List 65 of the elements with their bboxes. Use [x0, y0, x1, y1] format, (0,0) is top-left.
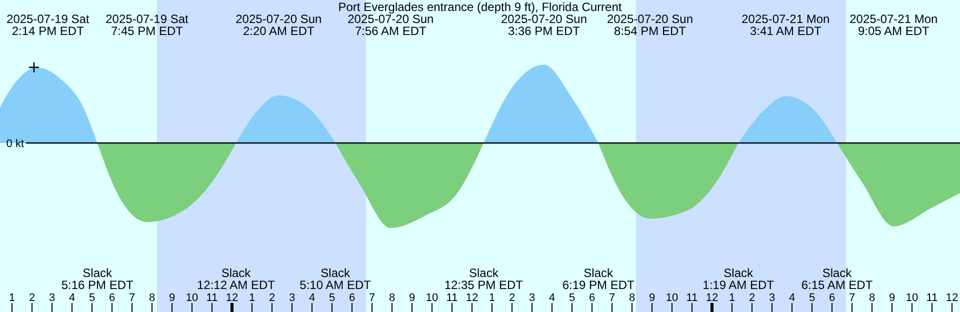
x-tick-label: 9	[888, 292, 896, 304]
x-tick-label: 6	[828, 292, 836, 304]
x-tick-label: 6	[348, 292, 356, 304]
text: Slack 6:19 PM EDT	[562, 266, 636, 292]
x-tick-label: 3	[768, 292, 776, 304]
x-tick-label: 5	[568, 292, 576, 304]
text: 2025-07-20 Sun 8:54 PM EDT	[606, 12, 694, 38]
x-tick-label: 4	[548, 292, 556, 304]
x-tick-label: 10	[426, 292, 438, 304]
x-tick-label: 8	[148, 292, 156, 304]
x-tick-label: 5	[88, 292, 96, 304]
x-tick-label: 3	[528, 292, 536, 304]
x-tick-label: 1	[728, 292, 736, 304]
x-tick-label: 11	[686, 292, 698, 304]
x-tick-label: 4	[308, 292, 316, 304]
x-tick-label: 6	[108, 292, 116, 304]
x-tick-label: 1	[248, 292, 256, 304]
x-tick-label: 4	[788, 292, 796, 304]
ref-line-label: 0 kt	[6, 138, 24, 150]
x-tick-label: 5	[808, 292, 816, 304]
text: 2025-07-21 Mon 9:05 AM EDT	[850, 12, 938, 38]
x-tick-label: 4	[68, 292, 76, 304]
x-tick-label: 8	[868, 292, 876, 304]
x-tick-label: 12	[706, 292, 718, 304]
x-tick-label: 10	[666, 292, 678, 304]
text: Slack 12:12 AM EDT	[196, 266, 276, 292]
x-tick-label: 2	[268, 292, 276, 304]
x-tick-label: 3	[48, 292, 56, 304]
x-tick-label: 10	[906, 292, 918, 304]
x-tick-label: 3	[288, 292, 296, 304]
x-tick-label: 7	[128, 292, 136, 304]
x-tick-label: 11	[206, 292, 218, 304]
x-tick-label: 12	[946, 292, 958, 304]
x-tick-label: 7	[368, 292, 376, 304]
x-tick-label: 1	[8, 292, 16, 304]
text: 2025-07-20 Sun 3:36 PM EDT	[500, 12, 588, 38]
x-tick-label: 9	[408, 292, 416, 304]
text: 2025-07-19 Sat 2:14 PM EDT	[6, 12, 90, 38]
x-tick-label: 8	[628, 292, 636, 304]
x-tick-label: 12	[466, 292, 478, 304]
x-tick-label: 11	[446, 292, 458, 304]
text: 2025-07-19 Sat 7:45 PM EDT	[106, 12, 190, 38]
x-tick-label: 2	[748, 292, 756, 304]
x-tick-label: 7	[848, 292, 856, 304]
x-tick-label: 9	[648, 292, 656, 304]
x-tick-label: 5	[328, 292, 336, 304]
text: Slack 6:15 AM EDT	[801, 266, 874, 292]
text: Slack 1:19 AM EDT	[702, 266, 775, 292]
x-tick-label: 1	[488, 292, 496, 304]
x-tick-label: 12	[226, 292, 238, 304]
text: Slack 12:35 PM EDT	[444, 266, 524, 292]
x-tick-label: 11	[926, 292, 938, 304]
x-tick-label: 10	[186, 292, 198, 304]
text: Slack 5:16 PM EDT	[61, 266, 134, 292]
chart-title: Port Everglades entrance (depth 9 ft), Florida Current	[338, 0, 622, 14]
x-tick-label: 2	[508, 292, 516, 304]
x-tick-label: 2	[28, 292, 36, 304]
x-tick-label: 6	[588, 292, 596, 304]
x-tick-label: 8	[388, 292, 396, 304]
text: Slack 5:10 AM EDT	[300, 266, 372, 292]
x-tick-label: 9	[168, 292, 176, 304]
text: 2025-07-20 Sun 2:20 AM EDT	[236, 12, 322, 38]
x-tick-label: 7	[608, 292, 616, 304]
text: 2025-07-20 Sun 7:56 AM EDT	[348, 12, 434, 38]
text: 2025-07-21 Mon 3:41 AM EDT	[742, 12, 830, 38]
